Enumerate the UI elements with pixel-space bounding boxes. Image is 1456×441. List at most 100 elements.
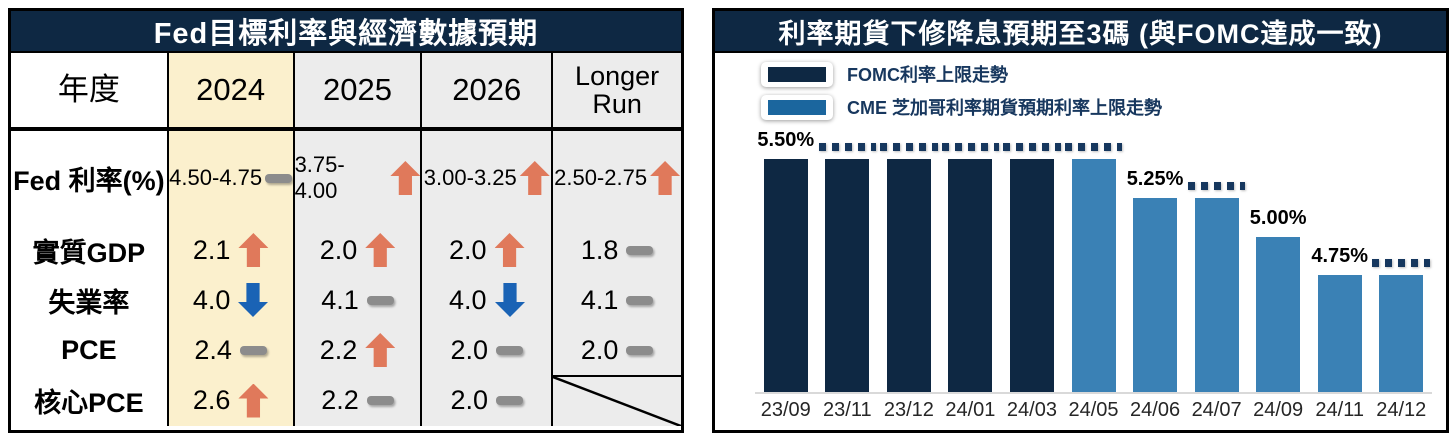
x-axis-tick-label: 24/03 xyxy=(1006,399,1057,421)
chart-bar xyxy=(763,159,808,392)
chart-bar-column: 4.75% xyxy=(1309,152,1371,392)
table-value-cell: 3.00-3.25 xyxy=(422,131,554,225)
dotted-level-line xyxy=(818,143,877,151)
column-header-cell: Longer Run xyxy=(553,53,681,131)
table-value-cell: 4.0 xyxy=(422,275,554,325)
legend-label: CME 芝加哥利率期貨預期利率上限走勢 xyxy=(847,98,1162,118)
chart-bar-column xyxy=(1370,152,1432,392)
table-value-cell: 4.1 xyxy=(553,275,681,325)
table-value-cell: 2.0 xyxy=(422,375,554,426)
table-value-cell: 2.0 xyxy=(422,225,554,275)
chart-bar xyxy=(1379,275,1424,392)
chart-bar-column xyxy=(1001,143,1063,392)
legend-label: FOMC利率上限走勢 xyxy=(847,65,1008,85)
up-arrow-icon xyxy=(238,383,269,418)
cell-value: 3.75-4.00 xyxy=(294,152,345,203)
chart-bar xyxy=(1317,275,1362,392)
x-axis-tick-label: 24/01 xyxy=(945,399,996,421)
cell-value: 2.0 xyxy=(450,334,489,365)
chart-bar-column xyxy=(940,143,1002,392)
year-header-cell: 年度 xyxy=(11,53,169,131)
up-arrow-icon xyxy=(650,161,681,195)
x-axis-tick-label: 23/11 xyxy=(823,399,872,421)
flat-dash-icon xyxy=(626,245,654,255)
table-value-cell: 3.75-4.00 xyxy=(294,131,423,225)
chart-bar xyxy=(1256,237,1301,392)
dotted-level-line xyxy=(1003,143,1061,151)
table-value-cell: 2.2 xyxy=(294,325,423,375)
table-value-cell: 2.0 xyxy=(422,325,554,375)
chart-bar xyxy=(825,159,870,392)
cell-value: 1.8 xyxy=(580,234,619,265)
legend-swatch-chip xyxy=(761,61,833,87)
x-axis-tick-label: 24/12 xyxy=(1376,399,1427,421)
chart-bar-column: 5.00% xyxy=(1247,152,1309,392)
rate-futures-panel: 利率期貨下修降息預期至3碼 (與FOMC達成一致) FOMC利率上限走勢 CME … xyxy=(712,8,1449,433)
chart-bar-column xyxy=(817,143,879,392)
chart-bar xyxy=(886,159,931,392)
cell-value: 4.1 xyxy=(580,284,619,315)
down-arrow-icon xyxy=(495,283,525,317)
row-label: PCE xyxy=(11,325,169,375)
table-value-cell: 2.6 xyxy=(168,375,295,426)
cme-color-swatch xyxy=(768,99,826,115)
table-value-cell: 2.0 xyxy=(553,325,681,375)
fed-table-title: Fed目標利率與經濟數據預期 xyxy=(11,11,681,53)
bar-value-callout: 5.25% xyxy=(1126,168,1184,190)
flat-dash-icon xyxy=(366,295,394,305)
column-header-cell: 2026 xyxy=(422,53,554,131)
chart-bar-column xyxy=(1063,143,1125,392)
chart-bar xyxy=(1194,198,1239,392)
flat-dash-icon xyxy=(239,345,267,355)
cell-value: 2.4 xyxy=(194,334,232,365)
x-axis-tick-label: 23/12 xyxy=(883,399,934,421)
x-axis-tick-label: 24/11 xyxy=(1315,399,1364,421)
cell-value: 2.0 xyxy=(450,385,489,415)
legend-item-fomc: FOMC利率上限走勢 xyxy=(761,61,1162,87)
x-axis-tick-label: 24/07 xyxy=(1191,399,1242,421)
table-value-cell: 2.2 xyxy=(294,375,423,426)
fed-projection-panel: Fed目標利率與經濟數據預期 年度 2024 2025 2026 Longer Run F… xyxy=(8,8,684,433)
up-arrow-icon xyxy=(365,233,396,267)
chart-bar xyxy=(1071,159,1116,392)
dotted-level-line xyxy=(1064,143,1123,151)
table-value-cell: 2.50-2.75 xyxy=(553,131,681,225)
flat-dash-icon xyxy=(366,396,394,405)
chart-legend: FOMC利率上限走勢 CME 芝加哥利率期貨預期利率上限走勢 xyxy=(761,61,1162,120)
up-arrow-icon xyxy=(238,233,269,267)
cell-value: 4.50-4.75 xyxy=(169,165,263,190)
dotted-level-line xyxy=(1372,259,1431,267)
x-axis-tick-label: 23/09 xyxy=(760,399,811,421)
cell-value: 4.0 xyxy=(192,284,231,315)
row-label: 實質GDP xyxy=(11,225,169,275)
flat-dash-icon xyxy=(626,345,654,355)
table-value-cell: 2.0 xyxy=(294,225,423,275)
legend-item-cme: CME 芝加哥利率期貨預期利率上限走勢 xyxy=(761,94,1162,120)
column-header-cell: 2025 xyxy=(294,53,423,131)
cell-value: 2.6 xyxy=(192,385,231,415)
table-value-cell: 4.50-4.75 xyxy=(168,131,295,225)
cell-value: 4.0 xyxy=(449,284,487,315)
cell-value: 2.50-2.75 xyxy=(554,165,648,190)
up-arrow-icon xyxy=(365,333,396,367)
cell-value: 2.2 xyxy=(321,385,359,415)
chart-bar-column xyxy=(878,143,940,392)
table-value-cell: 4.1 xyxy=(294,275,423,325)
flat-dash-icon xyxy=(626,295,654,305)
cell-value: 2.0 xyxy=(580,334,619,365)
table-value-cell: 2.4 xyxy=(168,325,295,375)
bar-value-callout: 4.75% xyxy=(1311,245,1369,267)
x-axis-tick-label: 24/06 xyxy=(1130,399,1181,421)
chart-bar-column xyxy=(1186,152,1248,392)
row-label: 失業率 xyxy=(11,275,169,325)
flat-dash-icon xyxy=(496,345,524,355)
cell-value: 2.0 xyxy=(319,234,358,265)
up-arrow-icon xyxy=(494,233,525,267)
na-diagonal-line xyxy=(553,377,681,426)
x-axis-labels: 23/09 23/11 23/12 24/01 24/03 24/05 24/06 24/07… xyxy=(755,392,1432,422)
cell-value: 3.00-3.25 xyxy=(423,165,517,190)
row-label: 核心PCE xyxy=(11,375,169,426)
dotted-level-line xyxy=(941,143,1000,151)
bar-value-callout: 5.50% xyxy=(757,129,815,151)
